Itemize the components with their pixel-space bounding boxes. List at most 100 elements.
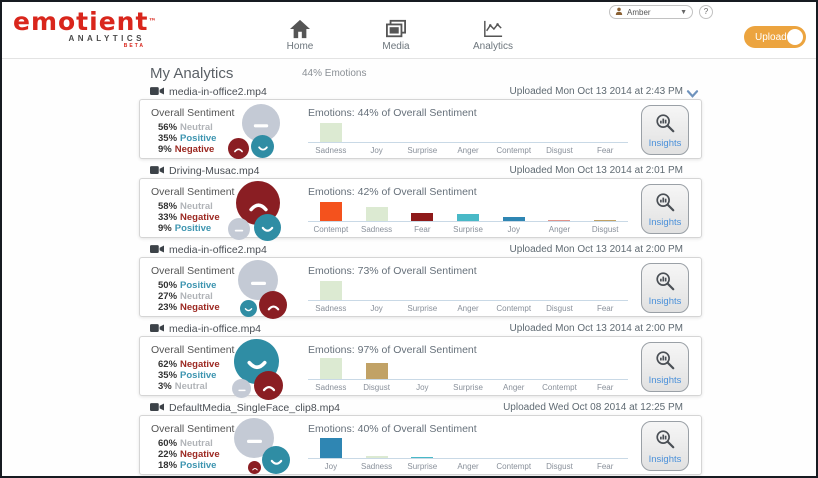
bar-column <box>537 275 583 300</box>
insights-magnifier-icon <box>654 191 676 216</box>
media-entries-list: media-in-office2.mp4 Uploaded Mon Oct 13… <box>139 84 702 476</box>
upload-toggle-knob <box>787 29 803 45</box>
chevron-down-icon[interactable] <box>686 86 702 98</box>
uploaded-timestamp: Uploaded Mon Oct 13 2014 at 2:00 PM <box>509 323 683 334</box>
emotion-category-labels: Sadness Joy Surprise Anger Contempt Disgust Fe… <box>308 304 628 313</box>
video-camera-icon <box>150 241 164 259</box>
bar-column <box>399 275 445 300</box>
sentiment-stats: 62% Negative 35% Positive 3% Neutral <box>158 359 220 392</box>
bar-column <box>582 354 628 379</box>
user-dropdown[interactable]: Amber ▼ <box>609 5 693 19</box>
help-label: ? <box>703 7 709 16</box>
emotion-bar-disgust <box>594 220 617 221</box>
emotion-bar-surprise <box>411 457 434 458</box>
user-name: Amber <box>627 7 651 17</box>
positive-face-icon <box>254 214 281 241</box>
media-entry: media-in-office2.mp4 Uploaded Mon Oct 13… <box>139 84 702 159</box>
bar-column <box>491 433 537 458</box>
emotion-category-label: Surprise <box>407 462 438 471</box>
bar-column <box>537 354 583 379</box>
emotion-category-label: Fear <box>596 304 614 313</box>
top-header: emotient™ ANALYTICS BETA Home Media Anal… <box>2 2 816 59</box>
entry-header: Driving-Musac.mp4 Uploaded Mon Oct 13 20… <box>139 163 702 178</box>
insights-button[interactable]: Insights <box>641 263 689 313</box>
emotion-category-labels: Sadness Disgust Joy Surprise Anger Contempt Fe… <box>308 383 628 392</box>
emotion-category-label: Surprise <box>453 225 483 234</box>
sentiment-stat-line: 22% Negative <box>158 449 220 460</box>
sentiment-stat-line: 62% Negative <box>158 359 220 370</box>
home-icon <box>278 19 322 39</box>
user-icon <box>615 7 623 17</box>
sentiment-stat-line: 35% Positive <box>158 370 217 381</box>
media-entry: media-in-office.mp4 Uploaded Mon Oct 13 … <box>139 321 702 400</box>
insights-button[interactable]: Insights <box>641 184 689 234</box>
entry-header: DefaultMedia_SingleFace_clip8.mp4 Upload… <box>139 400 702 415</box>
nav-home-label: Home <box>286 41 314 52</box>
analytics-card: Overall Sentiment 60% Neutral 22% Negative 1… <box>139 415 702 475</box>
insights-button[interactable]: Insights <box>641 421 689 471</box>
emotions-title: Emotions: 44% of Overall Sentiment <box>308 107 477 119</box>
overall-sentiment-label: Overall Sentiment <box>151 344 235 356</box>
bar-column <box>582 275 628 300</box>
help-button[interactable]: ? <box>699 5 713 19</box>
sentiment-stat-line: 9% Positive <box>158 223 212 234</box>
upload-button[interactable]: Upload <box>744 26 806 48</box>
caret-down-icon: ▼ <box>680 8 687 16</box>
bar-column <box>491 354 537 379</box>
emotion-category-label: Fear <box>596 462 614 471</box>
video-camera-icon <box>150 83 164 101</box>
emotion-category-label: Sadness <box>361 462 393 471</box>
sentiment-stat-line: 60% Neutral <box>158 438 213 449</box>
sentiment-stat-line: 27% Neutral <box>158 291 213 302</box>
negative-face-icon <box>228 138 249 159</box>
sentiment-faces <box>226 181 298 241</box>
nav-item-analytics[interactable]: Analytics <box>464 19 522 52</box>
emotion-category-label: Sadness <box>315 383 347 392</box>
negative-face-icon <box>248 461 261 474</box>
insights-magnifier-icon <box>654 112 676 137</box>
emotion-category-label: Sadness <box>361 225 393 234</box>
insights-label: Insights <box>648 295 682 307</box>
nav-item-home[interactable]: Home <box>278 19 322 52</box>
bar-column <box>445 275 491 300</box>
emotion-category-label: Fear <box>596 383 614 392</box>
bar-column <box>308 433 354 458</box>
sentiment-faces <box>226 102 298 160</box>
entry-header: media-in-office2.mp4 Uploaded Mon Oct 13… <box>139 242 702 257</box>
logo-analytics-text: ANALYTICS <box>68 34 145 43</box>
insights-label: Insights <box>648 453 682 465</box>
emotion-bar-chart <box>308 433 628 459</box>
overall-sentiment-label: Overall Sentiment <box>151 186 235 198</box>
emotion-category-label: Joy <box>370 304 383 313</box>
sentiment-stats: 60% Neutral 22% Negative 18% Positive <box>158 438 220 471</box>
emotion-category-label: Joy <box>324 462 338 471</box>
analytics-card: Overall Sentiment 58% Neutral 33% Negative 9… <box>139 178 702 241</box>
emotions-percent-note: 44% Emotions <box>302 68 367 79</box>
sentiment-stat-line: 56% Neutral <box>158 122 213 133</box>
bar-column <box>399 196 445 221</box>
bar-column <box>537 433 583 458</box>
emotions-title: Emotions: 40% of Overall Sentiment <box>308 423 477 435</box>
logo-wordmark: emotient™ <box>13 9 156 34</box>
nav-item-media[interactable]: Media <box>373 19 419 52</box>
emotion-category-label: Sadness <box>315 304 347 313</box>
media-icon <box>373 19 419 39</box>
bar-column <box>308 196 354 221</box>
emotion-bar-joy <box>319 438 342 458</box>
emotions-title: Emotions: 42% of Overall Sentiment <box>308 186 477 198</box>
emotion-category-label: Anger <box>503 383 525 392</box>
insights-button[interactable]: Insights <box>641 105 689 155</box>
emotion-category-label: Surprise <box>407 146 438 155</box>
bar-column <box>582 433 628 458</box>
bar-column <box>399 117 445 142</box>
emotion-category-label: Disgust <box>546 146 573 155</box>
emotion-category-label: Contempt <box>542 383 577 392</box>
bar-column <box>354 275 400 300</box>
media-filename: DefaultMedia_SingleFace_clip8.mp4 <box>169 401 341 414</box>
insights-button[interactable]: Insights <box>641 342 689 392</box>
neutral-face-icon <box>232 379 251 398</box>
emotion-bar-sadness <box>319 281 342 300</box>
emotion-bar-sadness <box>319 358 342 379</box>
emotion-bar-sadness <box>319 123 342 142</box>
analytics-card: Overall Sentiment 56% Neutral 35% Positive 9… <box>139 99 702 159</box>
